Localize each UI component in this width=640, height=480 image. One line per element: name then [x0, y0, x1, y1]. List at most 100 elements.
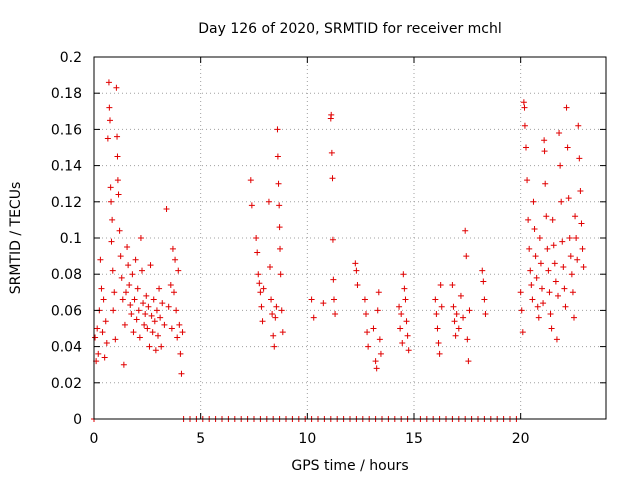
data-point: [434, 325, 441, 332]
data-point: [149, 329, 156, 336]
data-point: [248, 202, 255, 209]
data-point: [115, 191, 122, 198]
data-point: [136, 334, 143, 341]
data-point: [146, 343, 153, 350]
data-point: [257, 289, 264, 296]
data-point: [537, 260, 544, 267]
data-point: [320, 300, 327, 307]
data-point: [139, 267, 145, 274]
x-tick-label: 15: [405, 431, 423, 447]
data-point: [147, 262, 154, 269]
data-point: [120, 361, 127, 368]
data-point: [577, 187, 584, 194]
data-point: [546, 289, 553, 296]
data-point: [363, 311, 369, 318]
data-point: [272, 314, 279, 321]
data-point: [174, 334, 181, 341]
data-point: [352, 260, 359, 267]
data-point: [455, 325, 462, 332]
data-point: [254, 249, 261, 256]
data-point: [132, 256, 139, 263]
data-point: [482, 311, 489, 318]
data-point: [575, 122, 582, 129]
data-point: [542, 180, 549, 187]
data-point: [561, 285, 568, 292]
x-tick-label: 0: [90, 431, 99, 447]
data-point: [116, 227, 123, 234]
y-tick-labels: 0 0.02 0.04 0.06 0.08 0.1 0.12 0.14 0.16 0.18 0.2: [51, 50, 82, 428]
data-point: [104, 135, 111, 142]
data-point: [353, 267, 360, 274]
data-point: [173, 307, 180, 314]
data-point: [167, 282, 174, 289]
data-point: [99, 329, 106, 336]
data-point: [370, 325, 377, 332]
data-point: [438, 303, 445, 310]
data-point: [127, 301, 134, 308]
data-point: [528, 282, 535, 289]
data-point: [109, 216, 116, 223]
data-point: [105, 79, 112, 86]
data-point: [578, 220, 585, 227]
data-point: [94, 325, 101, 332]
data-point: [531, 225, 538, 232]
data-point: [450, 303, 457, 310]
data-point: [92, 334, 99, 341]
data-point: [436, 350, 443, 357]
data-point: [373, 365, 380, 372]
data-point: [329, 175, 336, 182]
data-point: [274, 153, 281, 160]
data-point: [396, 303, 403, 310]
data-point: [579, 245, 586, 252]
data-point: [402, 296, 409, 303]
y-axis-label: SRMTID / TECUs: [8, 182, 24, 295]
data-point: [533, 274, 540, 281]
data-point: [529, 296, 536, 303]
data-point: [274, 126, 281, 133]
x-tick-labels: 0 5 10 15 20: [90, 431, 530, 447]
data-point: [157, 314, 164, 321]
data-point: [123, 289, 129, 296]
data-point: [141, 321, 148, 328]
data-point: [270, 332, 277, 339]
data-point: [331, 296, 337, 303]
data-point: [435, 339, 442, 346]
data-point: [114, 153, 121, 160]
data-point: [552, 278, 559, 285]
data-point: [541, 148, 548, 155]
data-point: [117, 253, 124, 260]
data-point: [258, 303, 265, 310]
data-point: [145, 303, 152, 310]
y-tick-label: 0.08: [51, 267, 82, 283]
data-point: [97, 256, 104, 263]
data-point: [271, 343, 278, 350]
data-point: [134, 285, 141, 292]
data-point: [267, 263, 273, 270]
data-point: [107, 117, 113, 124]
data-point: [372, 358, 379, 365]
data-point: [449, 282, 456, 289]
data-point: [131, 296, 138, 303]
data-point: [268, 296, 275, 303]
data-point: [405, 347, 412, 354]
y-tick-label: 0.02: [51, 376, 82, 392]
data-point: [330, 276, 337, 283]
data-point: [161, 321, 168, 328]
data-point: [376, 336, 383, 343]
data-point: [556, 130, 563, 137]
data-point: [103, 339, 110, 346]
data-point: [111, 289, 118, 296]
data-point: [110, 307, 117, 314]
data-point: [101, 354, 108, 361]
data-point: [273, 303, 280, 310]
data-point: [163, 206, 170, 213]
data-point: [126, 282, 133, 289]
data-point: [177, 350, 184, 357]
data-point: [463, 253, 470, 260]
data-point: [153, 307, 160, 314]
data-point: [543, 213, 550, 220]
data-point: [535, 314, 542, 321]
data-point: [465, 358, 472, 365]
data-point: [548, 325, 555, 332]
